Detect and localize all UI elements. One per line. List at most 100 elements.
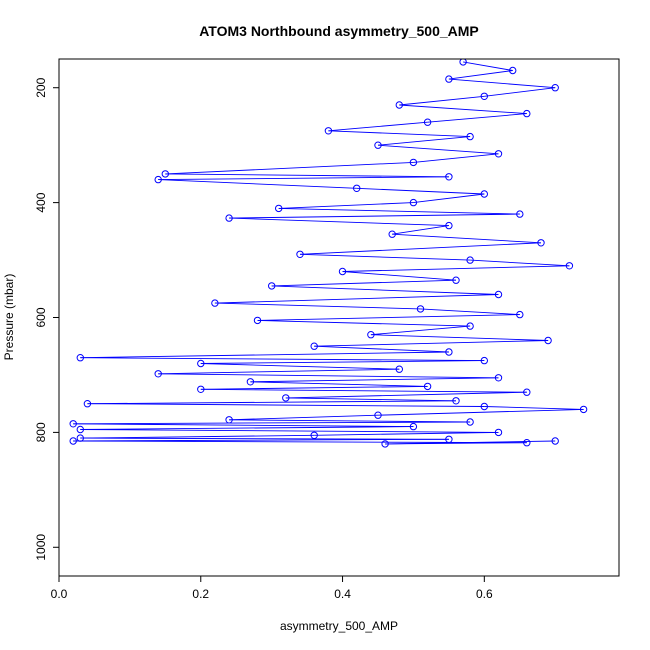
data-point: [445, 221, 453, 230]
series-line-segment: [342, 265, 570, 272]
series-line-segment: [448, 78, 556, 89]
series-line-segment: [285, 391, 527, 399]
data-point: [154, 370, 162, 378]
series-line-segment: [214, 302, 421, 310]
plot-frame: [58, 58, 620, 577]
series-line-segment: [165, 173, 449, 178]
data-point: [154, 175, 162, 184]
series-line-segment: [271, 279, 457, 287]
series-line-segment: [413, 193, 485, 204]
y-tick-label: 400: [34, 192, 48, 212]
data-point: [579, 405, 588, 414]
data-point: [76, 354, 85, 362]
data-point: [480, 402, 488, 411]
y-tick-label: 1000: [34, 534, 48, 561]
series-line-segment: [200, 388, 527, 393]
series-line-segment: [328, 130, 471, 138]
data-point: [452, 397, 460, 405]
data-point: [161, 170, 170, 178]
series-line-segment: [200, 385, 428, 390]
series-line-segment: [470, 259, 570, 267]
series-line-segment: [299, 253, 471, 261]
data-point: [480, 190, 488, 198]
series-line-segment: [377, 136, 471, 146]
series-line-segment: [87, 400, 457, 405]
series-line-segment: [299, 242, 542, 255]
data-point: [459, 59, 467, 66]
data-point: [76, 425, 85, 434]
data-point: [310, 431, 318, 439]
series-line-segment: [158, 368, 400, 375]
series-line-segment: [484, 406, 584, 410]
y-axis: 200 400 600 800 1000: [34, 77, 60, 561]
series-line-segment: [370, 325, 471, 336]
series-line-segment: [80, 357, 485, 362]
series-line-segment: [356, 187, 485, 195]
data-point: [466, 322, 474, 330]
series-line-segment: [392, 233, 542, 244]
data-point: [338, 267, 347, 276]
series-line-segment: [80, 426, 414, 430]
series-line-segment: [328, 121, 428, 132]
series-line-segment: [278, 207, 520, 215]
data-point: [381, 440, 389, 448]
data-point: [537, 239, 545, 247]
data-point: [324, 127, 333, 135]
data-point: [197, 359, 205, 368]
data-point: [374, 411, 382, 419]
series-line-segment: [158, 176, 449, 181]
data-point: [494, 428, 503, 437]
data-point: [268, 282, 276, 290]
data-point: [423, 382, 432, 391]
series-line-segment: [73, 421, 471, 425]
data-point: [494, 150, 503, 158]
data-point: [544, 336, 552, 345]
data-point: [197, 385, 205, 393]
data-point: [445, 348, 453, 356]
x-tick-label: 0.6: [476, 587, 493, 601]
x-axis: 0.0 0.2 0.4 0.6: [51, 575, 493, 601]
data-point: [225, 416, 233, 424]
data-point: [409, 198, 418, 207]
series-line-segment: [271, 285, 499, 295]
chart-title: ATOM3 Northbound asymmetry_500_AMP: [199, 23, 479, 39]
series-line-segment: [484, 87, 556, 97]
data-point: [388, 230, 396, 238]
series-line-segment: [250, 381, 428, 387]
x-tick-label: 0.0: [51, 587, 68, 601]
data-point: [523, 439, 531, 447]
series-line-segment: [80, 351, 449, 359]
series-line-segment: [285, 397, 457, 402]
series-line-segment: [314, 431, 499, 436]
series-line-segment: [229, 414, 379, 421]
series-line-segment: [370, 334, 549, 341]
y-tick-label: 800: [34, 422, 48, 442]
series-line-segment: [377, 408, 584, 416]
data-point: [445, 75, 453, 83]
series-line-segment: [314, 345, 449, 353]
x-axis-label: asymmetry_500_AMP: [280, 619, 398, 633]
data-point: [516, 310, 524, 319]
series-line-segment: [73, 438, 449, 442]
data-point: [509, 66, 517, 75]
series-line-segment: [158, 373, 499, 379]
series-line-segment: [158, 179, 357, 189]
data-point: [551, 84, 559, 92]
data-point: [516, 210, 524, 218]
data-point: [523, 109, 531, 118]
series-line-segment: [448, 70, 513, 80]
data-point: [296, 250, 304, 259]
series-line-segment: [80, 429, 499, 433]
x-tick-label: 0.2: [192, 587, 209, 601]
y-axis-label: Pressure (mbar): [2, 274, 16, 361]
series-line-segment: [463, 61, 513, 71]
data-point: [523, 388, 531, 396]
data-point: [445, 173, 453, 181]
y-tick-label: 600: [34, 307, 48, 327]
data-point: [416, 305, 425, 313]
series-line-segment: [214, 294, 499, 304]
data-point: [565, 262, 574, 270]
series-line-segment: [314, 340, 549, 347]
series-line-segment: [165, 161, 414, 175]
